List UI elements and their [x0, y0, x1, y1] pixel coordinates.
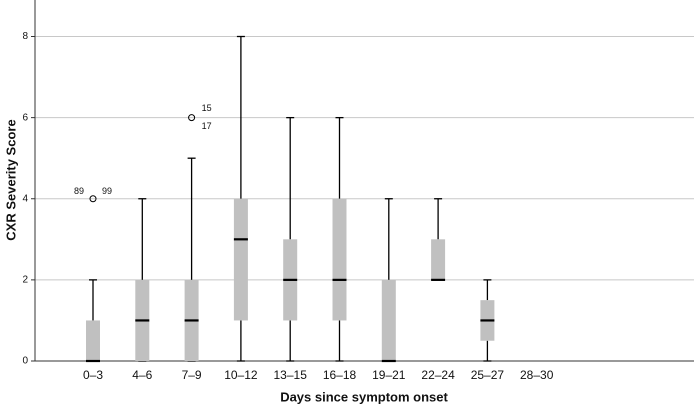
y-tick-label: 4 [22, 193, 28, 204]
x-tick-label: 10–12 [224, 368, 258, 382]
outlier-label: 17 [202, 121, 212, 131]
box [86, 320, 100, 361]
x-axis-title: Days since symptom onset [280, 389, 448, 404]
y-tick-label: 8 [22, 31, 28, 42]
y-axis-title: CXR Severity Score [3, 119, 18, 240]
y-tick-label: 2 [22, 275, 28, 286]
outlier [89, 195, 97, 203]
y-tick-label: 6 [22, 112, 28, 123]
x-tick-label: 4–6 [132, 368, 152, 382]
outlier-label: 99 [102, 186, 112, 196]
outlier-label: 89 [74, 186, 84, 196]
x-tick-label: 28–30 [520, 368, 554, 382]
outlier-label: 15 [202, 103, 212, 113]
x-tick-label: 22–24 [421, 368, 455, 382]
y-tick-label: 0 [22, 356, 28, 367]
x-tick-label: 25–27 [471, 368, 505, 382]
x-tick-label: 0–3 [83, 368, 103, 382]
box [332, 198, 347, 321]
x-tick-label: 16–18 [323, 368, 357, 382]
box [381, 279, 396, 361]
x-tick-label: 13–15 [274, 368, 308, 382]
box [233, 198, 248, 321]
x-tick-label: 19–21 [372, 368, 406, 382]
outlier [188, 114, 196, 122]
box [431, 239, 446, 280]
x-tick-label: 7–9 [182, 368, 202, 382]
